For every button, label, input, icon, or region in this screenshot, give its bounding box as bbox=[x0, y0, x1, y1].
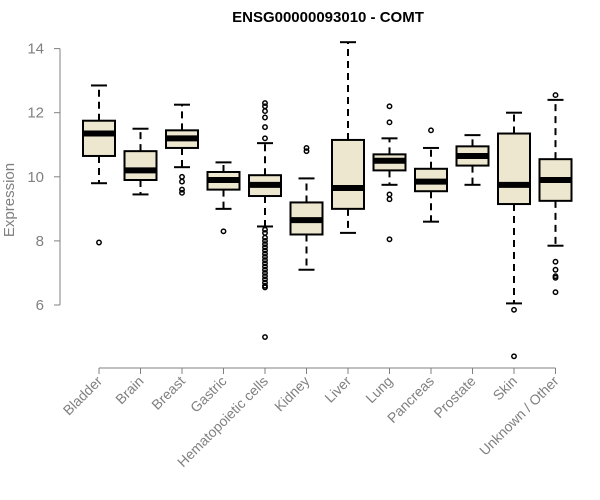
outlier-bladder-0 bbox=[96, 239, 102, 246]
x-tick-label-prostate: Prostate bbox=[430, 373, 478, 421]
outlier-unknown-other-2 bbox=[552, 266, 559, 273]
outlier-lung-1 bbox=[386, 119, 393, 126]
boxes-group bbox=[82, 41, 573, 360]
outlier-breast-1 bbox=[179, 178, 185, 185]
outlier-hematopoietic-cells-20 bbox=[262, 273, 268, 280]
outlier-hematopoietic-cells-3 bbox=[262, 114, 268, 121]
outlier-hematopoietic-cells-9 bbox=[262, 237, 268, 244]
x-tick-label-kidney: Kidney bbox=[271, 373, 313, 415]
outlier-hematopoietic-cells-10 bbox=[262, 241, 268, 248]
outlier-hematopoietic-cells-5 bbox=[262, 135, 268, 142]
box-rect-liver bbox=[331, 138, 365, 210]
x-tick-label-lung: Lung bbox=[362, 373, 395, 406]
outlier-hematopoietic-cells-2 bbox=[262, 108, 268, 115]
outlier-unknown-other-5 bbox=[552, 289, 559, 296]
outlier-hematopoietic-cells-24 bbox=[262, 284, 268, 291]
outlier-hematopoietic-cells-16 bbox=[262, 260, 268, 267]
y-axis: 6 8 10 12 14 bbox=[27, 41, 61, 314]
box-rect-brain bbox=[123, 150, 158, 182]
box-hematopoietic-cells bbox=[248, 100, 282, 340]
outlier-hematopoietic-cells-11 bbox=[262, 244, 268, 251]
x-tick-label-brain: Brain bbox=[112, 373, 146, 407]
box-rect-bladder bbox=[82, 119, 116, 157]
outlier-lung-3 bbox=[386, 196, 393, 203]
box-kidney bbox=[289, 145, 324, 271]
outlier-hematopoietic-cells-8 bbox=[262, 234, 268, 241]
outlier-lung-2 bbox=[386, 191, 393, 198]
y-tick-label-12: 12 bbox=[27, 105, 44, 122]
x-tick-label-unknown-other: Unknown / Other bbox=[476, 373, 562, 459]
outlier-breast-3 bbox=[179, 189, 185, 196]
outlier-unknown-other-1 bbox=[552, 258, 559, 265]
outlier-hematopoietic-cells-1 bbox=[262, 103, 268, 110]
x-tick-label-liver: Liver bbox=[321, 373, 354, 406]
box-rect-skin bbox=[497, 132, 531, 206]
outlier-lung-0 bbox=[386, 103, 393, 110]
box-breast bbox=[165, 103, 199, 196]
outlier-hematopoietic-cells-12 bbox=[262, 247, 268, 254]
outlier-hematopoietic-cells-7 bbox=[262, 229, 268, 236]
outlier-unknown-other-4 bbox=[552, 274, 559, 281]
outlier-skin-1 bbox=[511, 353, 517, 360]
outlier-hematopoietic-cells-14 bbox=[262, 253, 268, 260]
x-tick-label-skin: Skin bbox=[490, 373, 521, 404]
outlier-hematopoietic-cells-25 bbox=[262, 334, 268, 340]
x-tick-label-bladder: Bladder bbox=[60, 373, 106, 419]
box-lung bbox=[372, 103, 407, 243]
outlier-breast-2 bbox=[179, 186, 185, 193]
y-tick-label-10: 10 bbox=[27, 169, 44, 186]
box-skin bbox=[497, 111, 531, 360]
outlier-hematopoietic-cells-17 bbox=[262, 263, 268, 270]
y-axis-label: Expression bbox=[1, 163, 18, 237]
outlier-hematopoietic-cells-15 bbox=[262, 257, 268, 264]
x-tick-label-breast: Breast bbox=[148, 373, 188, 413]
outlier-lung-4 bbox=[386, 236, 393, 243]
outlier-hematopoietic-cells-13 bbox=[262, 250, 268, 257]
chart-title: ENSG00000093010 - COMT bbox=[232, 9, 424, 26]
outlier-skin-0 bbox=[511, 306, 517, 313]
box-unknown-other bbox=[538, 92, 573, 296]
y-tick-label-6: 6 bbox=[36, 297, 44, 314]
outlier-kidney-0 bbox=[303, 145, 310, 151]
outlier-hematopoietic-cells-18 bbox=[262, 266, 268, 273]
outlier-hematopoietic-cells-4 bbox=[262, 124, 268, 131]
outlier-hematopoietic-cells-21 bbox=[262, 276, 268, 283]
y-tick-label-8: 8 bbox=[36, 233, 44, 250]
outlier-hematopoietic-cells-0 bbox=[262, 100, 268, 107]
outlier-gastric-0 bbox=[220, 228, 227, 235]
outlier-pancreas-0 bbox=[428, 127, 434, 134]
box-liver bbox=[331, 41, 365, 234]
outlier-unknown-other-0 bbox=[552, 92, 559, 99]
outlier-hematopoietic-cells-6 bbox=[262, 226, 268, 233]
box-brain bbox=[123, 127, 158, 196]
box-pancreas bbox=[414, 127, 448, 223]
box-gastric bbox=[206, 161, 241, 235]
outlier-breast-0 bbox=[179, 173, 185, 180]
box-prostate bbox=[455, 134, 490, 186]
y-tick-label-14: 14 bbox=[27, 41, 44, 58]
outlier-kidney-1 bbox=[303, 148, 310, 155]
outlier-hematopoietic-cells-19 bbox=[262, 270, 268, 276]
box-bladder bbox=[82, 84, 116, 246]
